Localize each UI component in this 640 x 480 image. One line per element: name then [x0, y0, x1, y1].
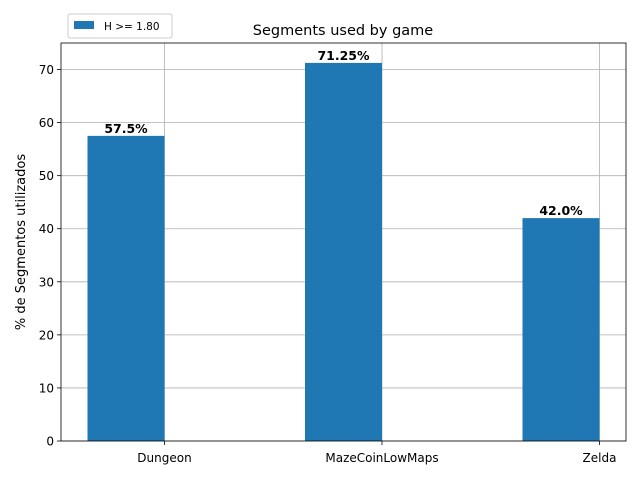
- y-tick-label: 0: [46, 435, 54, 449]
- y-tick-label: 30: [39, 275, 54, 289]
- y-tick-label: 40: [39, 222, 54, 236]
- y-tick-label: 10: [39, 381, 54, 395]
- axes: 0 10 20 30 40 50 60 70 Dungeon MazeCoinLowMaps Zel…: [39, 42, 627, 465]
- data-label: 71.25%: [317, 48, 370, 63]
- legend-label: H >= 1.80: [104, 21, 160, 33]
- y-tick-label: 20: [39, 328, 54, 342]
- x-tick-label: Zelda: [583, 451, 617, 465]
- bar-zelda: [522, 218, 600, 441]
- legend: H >= 1.80: [67, 13, 173, 39]
- data-label: 42.0%: [539, 203, 583, 218]
- x-tick-label: Dungeon: [137, 451, 191, 465]
- bars: [87, 62, 600, 442]
- y-axis-title: % de Segmentos utilizados: [14, 154, 29, 330]
- y-tick-label: 60: [39, 116, 54, 130]
- x-tick-label: MazeCoinLowMaps: [325, 451, 438, 465]
- y-tick-label: 70: [39, 63, 54, 77]
- chart-title: Segments used by game: [253, 23, 434, 39]
- legend-swatch: [74, 21, 94, 29]
- y-tick-label: 50: [39, 169, 54, 183]
- bar-mazecoinlowmaps: [305, 62, 382, 442]
- legend-box: [67, 13, 173, 39]
- data-label: 57.5%: [104, 121, 148, 136]
- bar-dungeon: [87, 135, 165, 441]
- plot-frame: [60, 42, 627, 442]
- data-labels: 57.5% 71.25% 42.0%: [104, 48, 583, 218]
